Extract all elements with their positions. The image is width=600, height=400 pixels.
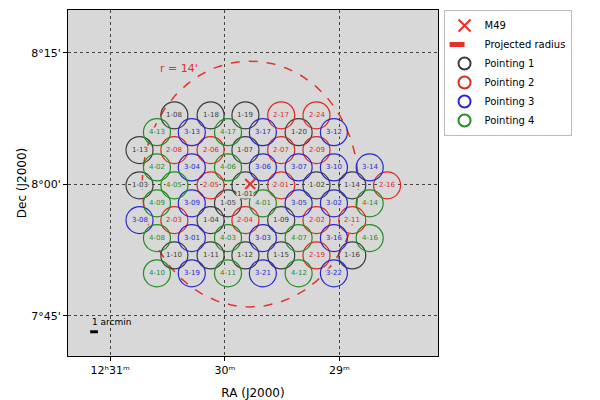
svg-text:29ᵐ: 29ᵐ (329, 364, 350, 377)
svg-text:2-04: 2-04 (237, 216, 253, 224)
svg-text:2-07: 2-07 (273, 146, 289, 154)
svg-text:3-05: 3-05 (291, 199, 307, 207)
svg-text:2-03: 2-03 (166, 216, 182, 224)
svg-text:Dec (J2000): Dec (J2000) (15, 148, 29, 218)
svg-text:2-24: 2-24 (309, 111, 325, 119)
svg-text:4-12: 4-12 (291, 269, 307, 277)
svg-text:2-02: 2-02 (309, 216, 325, 224)
svg-text:1 arcmin: 1 arcmin (92, 317, 132, 327)
svg-text:8°15': 8°15' (31, 47, 61, 60)
svg-text:3-19: 3-19 (184, 269, 200, 277)
svg-text:1-02: 1-02 (309, 181, 325, 189)
svg-text:Projected radius: Projected radius (485, 39, 566, 50)
svg-text:1-03: 1-03 (132, 181, 148, 189)
svg-text:4-03: 4-03 (220, 234, 236, 242)
svg-text:8°00': 8°00' (31, 178, 61, 191)
svg-text:4-01: 4-01 (255, 199, 271, 207)
svg-text:4-13: 4-13 (149, 128, 165, 136)
svg-text:3-09: 3-09 (184, 199, 200, 207)
svg-text:Pointing 2: Pointing 2 (485, 77, 535, 88)
svg-text:2-17: 2-17 (273, 111, 289, 119)
svg-text:4-05: 4-05 (166, 181, 182, 189)
svg-text:1-01: 1-01 (237, 190, 253, 198)
svg-text:3-17: 3-17 (255, 128, 271, 136)
svg-text:3-22: 3-22 (326, 269, 342, 277)
svg-text:2-08: 2-08 (166, 146, 182, 154)
svg-text:4-07: 4-07 (291, 234, 307, 242)
svg-text:1-18: 1-18 (203, 111, 219, 119)
svg-text:1-15: 1-15 (273, 251, 289, 259)
svg-text:30ᵐ: 30ᵐ (214, 364, 235, 377)
svg-text:4-11: 4-11 (220, 269, 236, 277)
svg-text:1-14: 1-14 (344, 181, 360, 189)
svg-text:3-16: 3-16 (326, 234, 342, 242)
svg-text:1-10: 1-10 (166, 251, 182, 259)
svg-text:3-12: 3-12 (326, 128, 342, 136)
svg-text:Pointing 3: Pointing 3 (485, 96, 535, 107)
svg-text:3-14: 3-14 (362, 163, 378, 171)
svg-text:4-06: 4-06 (220, 163, 236, 171)
svg-text:3-13: 3-13 (184, 128, 200, 136)
svg-text:3-03: 3-03 (255, 234, 271, 242)
svg-text:12ʰ31ᵐ: 12ʰ31ᵐ (91, 364, 130, 377)
svg-text:2-16: 2-16 (379, 181, 395, 189)
svg-text:Pointing 1: Pointing 1 (485, 58, 535, 69)
svg-text:RA (J2000): RA (J2000) (221, 386, 284, 400)
svg-text:3-08: 3-08 (132, 216, 148, 224)
svg-text:1-05: 1-05 (220, 199, 236, 207)
svg-text:3-21: 3-21 (255, 269, 271, 277)
svg-text:1-20: 1-20 (291, 128, 307, 136)
svg-text:2-05: 2-05 (203, 181, 219, 189)
svg-text:2-19: 2-19 (309, 251, 325, 259)
svg-text:3-07: 3-07 (291, 163, 307, 171)
svg-text:3-01: 3-01 (184, 234, 200, 242)
svg-text:1-16: 1-16 (344, 251, 360, 259)
svg-text:1-19: 1-19 (237, 111, 253, 119)
svg-text:4-02: 4-02 (149, 163, 165, 171)
svg-text:4-14: 4-14 (362, 199, 378, 207)
svg-text:1-12: 1-12 (237, 251, 253, 259)
svg-text:2-06: 2-06 (203, 146, 219, 154)
svg-text:3-04: 3-04 (184, 163, 200, 171)
svg-text:4-10: 4-10 (149, 269, 165, 277)
svg-text:1-13: 1-13 (132, 146, 148, 154)
svg-text:4-17: 4-17 (220, 128, 236, 136)
svg-text:3-02: 3-02 (326, 199, 342, 207)
svg-text:3-10: 3-10 (326, 163, 342, 171)
svg-text:2-01: 2-01 (273, 181, 289, 189)
svg-text:4-16: 4-16 (362, 234, 378, 242)
svg-text:3-06: 3-06 (255, 163, 271, 171)
svg-text:1-09: 1-09 (273, 216, 289, 224)
svg-text:7°45': 7°45' (31, 310, 61, 323)
svg-text:4-08: 4-08 (149, 234, 165, 242)
svg-text:2-11: 2-11 (344, 216, 360, 224)
svg-text:2-09: 2-09 (309, 146, 325, 154)
svg-text:4-09: 4-09 (149, 199, 165, 207)
svg-text:1-11: 1-11 (203, 251, 219, 259)
svg-text:r = 14': r = 14' (160, 62, 198, 75)
svg-text:1-04: 1-04 (203, 216, 219, 224)
svg-text:Pointing 4: Pointing 4 (485, 115, 535, 126)
svg-text:1-08: 1-08 (166, 111, 182, 119)
svg-text:M49: M49 (485, 20, 506, 31)
svg-text:1-07: 1-07 (237, 146, 253, 154)
